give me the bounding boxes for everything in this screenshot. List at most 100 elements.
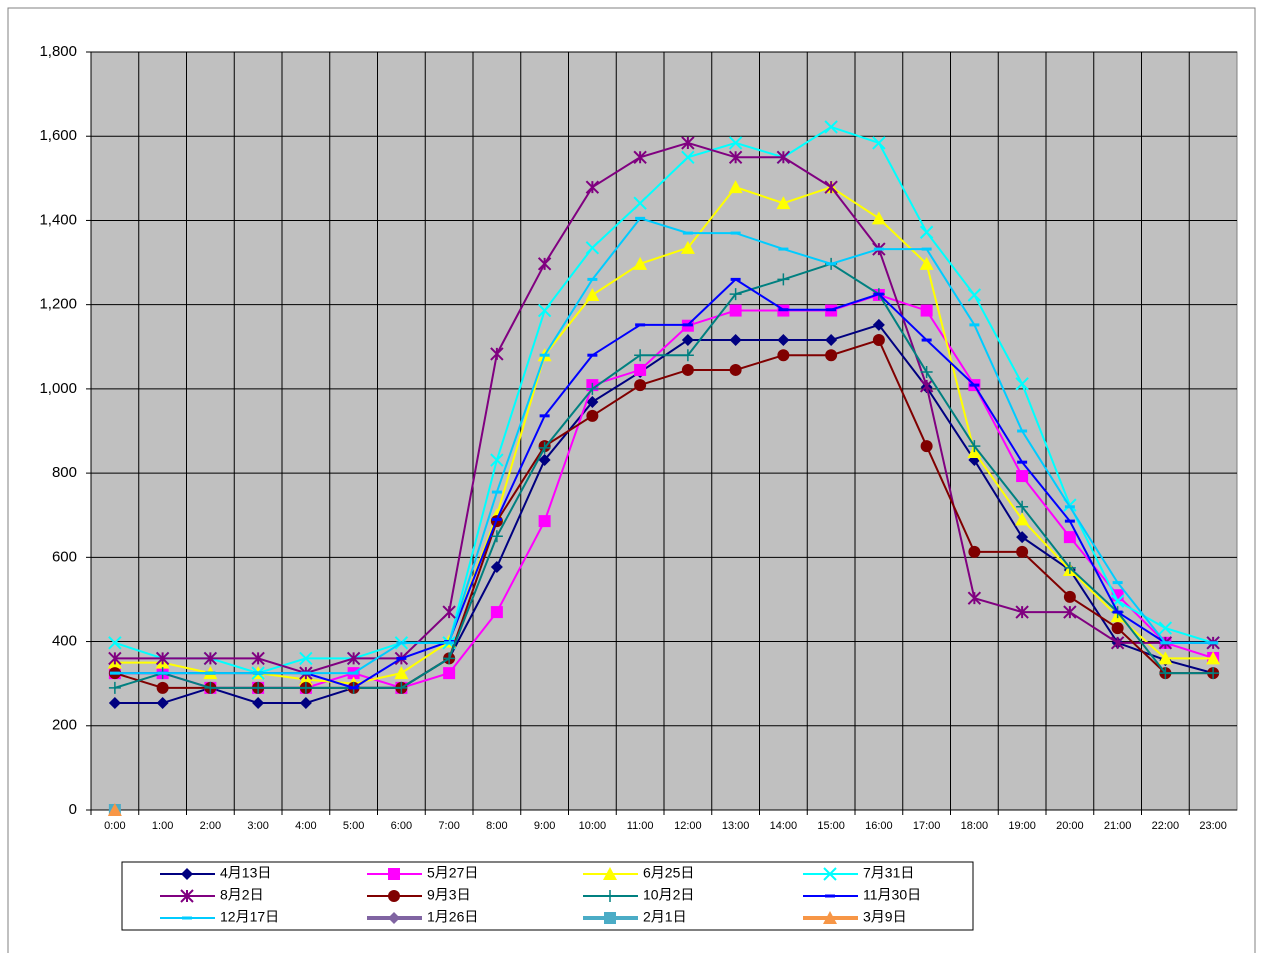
data-marker <box>156 681 169 694</box>
x-tick-label: 17:00 <box>913 820 941 832</box>
data-marker <box>921 338 932 342</box>
data-marker <box>1063 561 1076 574</box>
data-marker <box>728 150 743 164</box>
data-marker <box>729 304 742 317</box>
data-marker <box>299 651 313 666</box>
x-tick-label: 4:00 <box>295 820 316 832</box>
data-marker <box>826 308 837 312</box>
data-marker <box>491 490 502 494</box>
data-marker <box>871 211 886 225</box>
legend-marker <box>181 868 193 880</box>
data-marker <box>204 681 217 694</box>
x-tick-label: 10:00 <box>579 820 607 832</box>
data-marker <box>826 262 837 266</box>
data-marker <box>538 441 551 454</box>
data-marker <box>919 379 934 393</box>
data-marker <box>1015 605 1029 619</box>
data-marker <box>968 440 981 453</box>
data-marker <box>348 671 359 675</box>
data-marker <box>1158 621 1173 635</box>
legend-marker <box>603 867 617 880</box>
data-marker <box>1063 590 1076 603</box>
data-marker <box>1015 377 1029 391</box>
data-marker <box>728 136 743 150</box>
series-line <box>114 125 1214 675</box>
data-marker <box>396 656 407 660</box>
data-marker <box>585 287 600 301</box>
data-marker <box>920 440 933 453</box>
y-tick-label: 600 <box>52 548 77 565</box>
data-marker <box>824 120 838 134</box>
legend-label: 8月2日 <box>220 887 264 903</box>
data-marker <box>443 667 456 680</box>
data-marker <box>252 697 265 710</box>
data-marker <box>587 353 598 357</box>
data-marker <box>919 256 934 270</box>
data-marker <box>730 277 741 281</box>
data-marker <box>681 136 695 150</box>
data-marker <box>1159 667 1172 680</box>
data-marker <box>681 150 695 164</box>
data-marker <box>491 517 502 521</box>
data-marker <box>346 651 361 666</box>
data-marker <box>203 651 218 666</box>
data-marker <box>538 454 551 467</box>
data-marker <box>394 666 409 680</box>
data-marker <box>253 671 264 675</box>
data-marker <box>490 530 503 543</box>
data-marker <box>919 225 934 239</box>
legend-label: 10月2日 <box>643 887 694 903</box>
x-tick-label: 22:00 <box>1152 820 1180 832</box>
y-tick-label: 1,800 <box>39 43 77 60</box>
data-marker <box>967 591 982 605</box>
x-tick-label: 7:00 <box>438 820 459 832</box>
data-marker <box>825 334 838 347</box>
x-tick-label: 21:00 <box>1104 820 1132 832</box>
data-marker <box>396 641 407 645</box>
legend-marker <box>823 911 837 924</box>
y-tick-label: 0 <box>69 801 77 818</box>
data-marker <box>729 334 742 347</box>
data-marker <box>539 353 550 357</box>
legend-label: 11月30日 <box>863 887 921 903</box>
data-marker <box>108 681 121 694</box>
data-marker <box>778 247 789 251</box>
data-marker <box>1111 622 1124 635</box>
data-marker <box>108 636 122 650</box>
series-line <box>114 186 1214 685</box>
data-marker <box>728 180 743 194</box>
x-tick-label: 20:00 <box>1056 820 1084 832</box>
y-tick-label: 1,000 <box>39 380 77 397</box>
x-tick-label: 19:00 <box>1008 820 1036 832</box>
data-marker <box>967 288 982 302</box>
x-tick-label: 8:00 <box>486 820 507 832</box>
data-marker <box>1064 519 1075 523</box>
legend-marker <box>180 889 194 903</box>
data-marker <box>729 288 742 301</box>
data-marker <box>109 671 120 675</box>
legend-label: 5月27日 <box>427 865 478 881</box>
data-marker <box>872 318 885 331</box>
series-line <box>114 217 1214 675</box>
data-marker <box>1112 581 1123 585</box>
legend-marker <box>825 894 835 898</box>
data-marker <box>633 256 648 270</box>
data-marker <box>1016 545 1029 558</box>
data-marker <box>585 180 600 194</box>
data-marker <box>1158 651 1173 665</box>
data-marker <box>1160 641 1171 645</box>
data-marker <box>585 241 600 255</box>
x-tick-label: 3:00 <box>247 820 268 832</box>
data-marker <box>635 323 646 327</box>
data-marker <box>1206 651 1221 665</box>
data-marker <box>490 561 503 574</box>
data-marker <box>1207 667 1220 680</box>
data-marker <box>490 453 504 467</box>
y-tick-label: 1,600 <box>39 127 77 144</box>
data-marker <box>634 349 647 362</box>
x-tick-label: 9:00 <box>534 820 555 832</box>
data-marker <box>1016 531 1029 544</box>
data-marker <box>872 334 885 347</box>
data-marker <box>969 323 980 327</box>
